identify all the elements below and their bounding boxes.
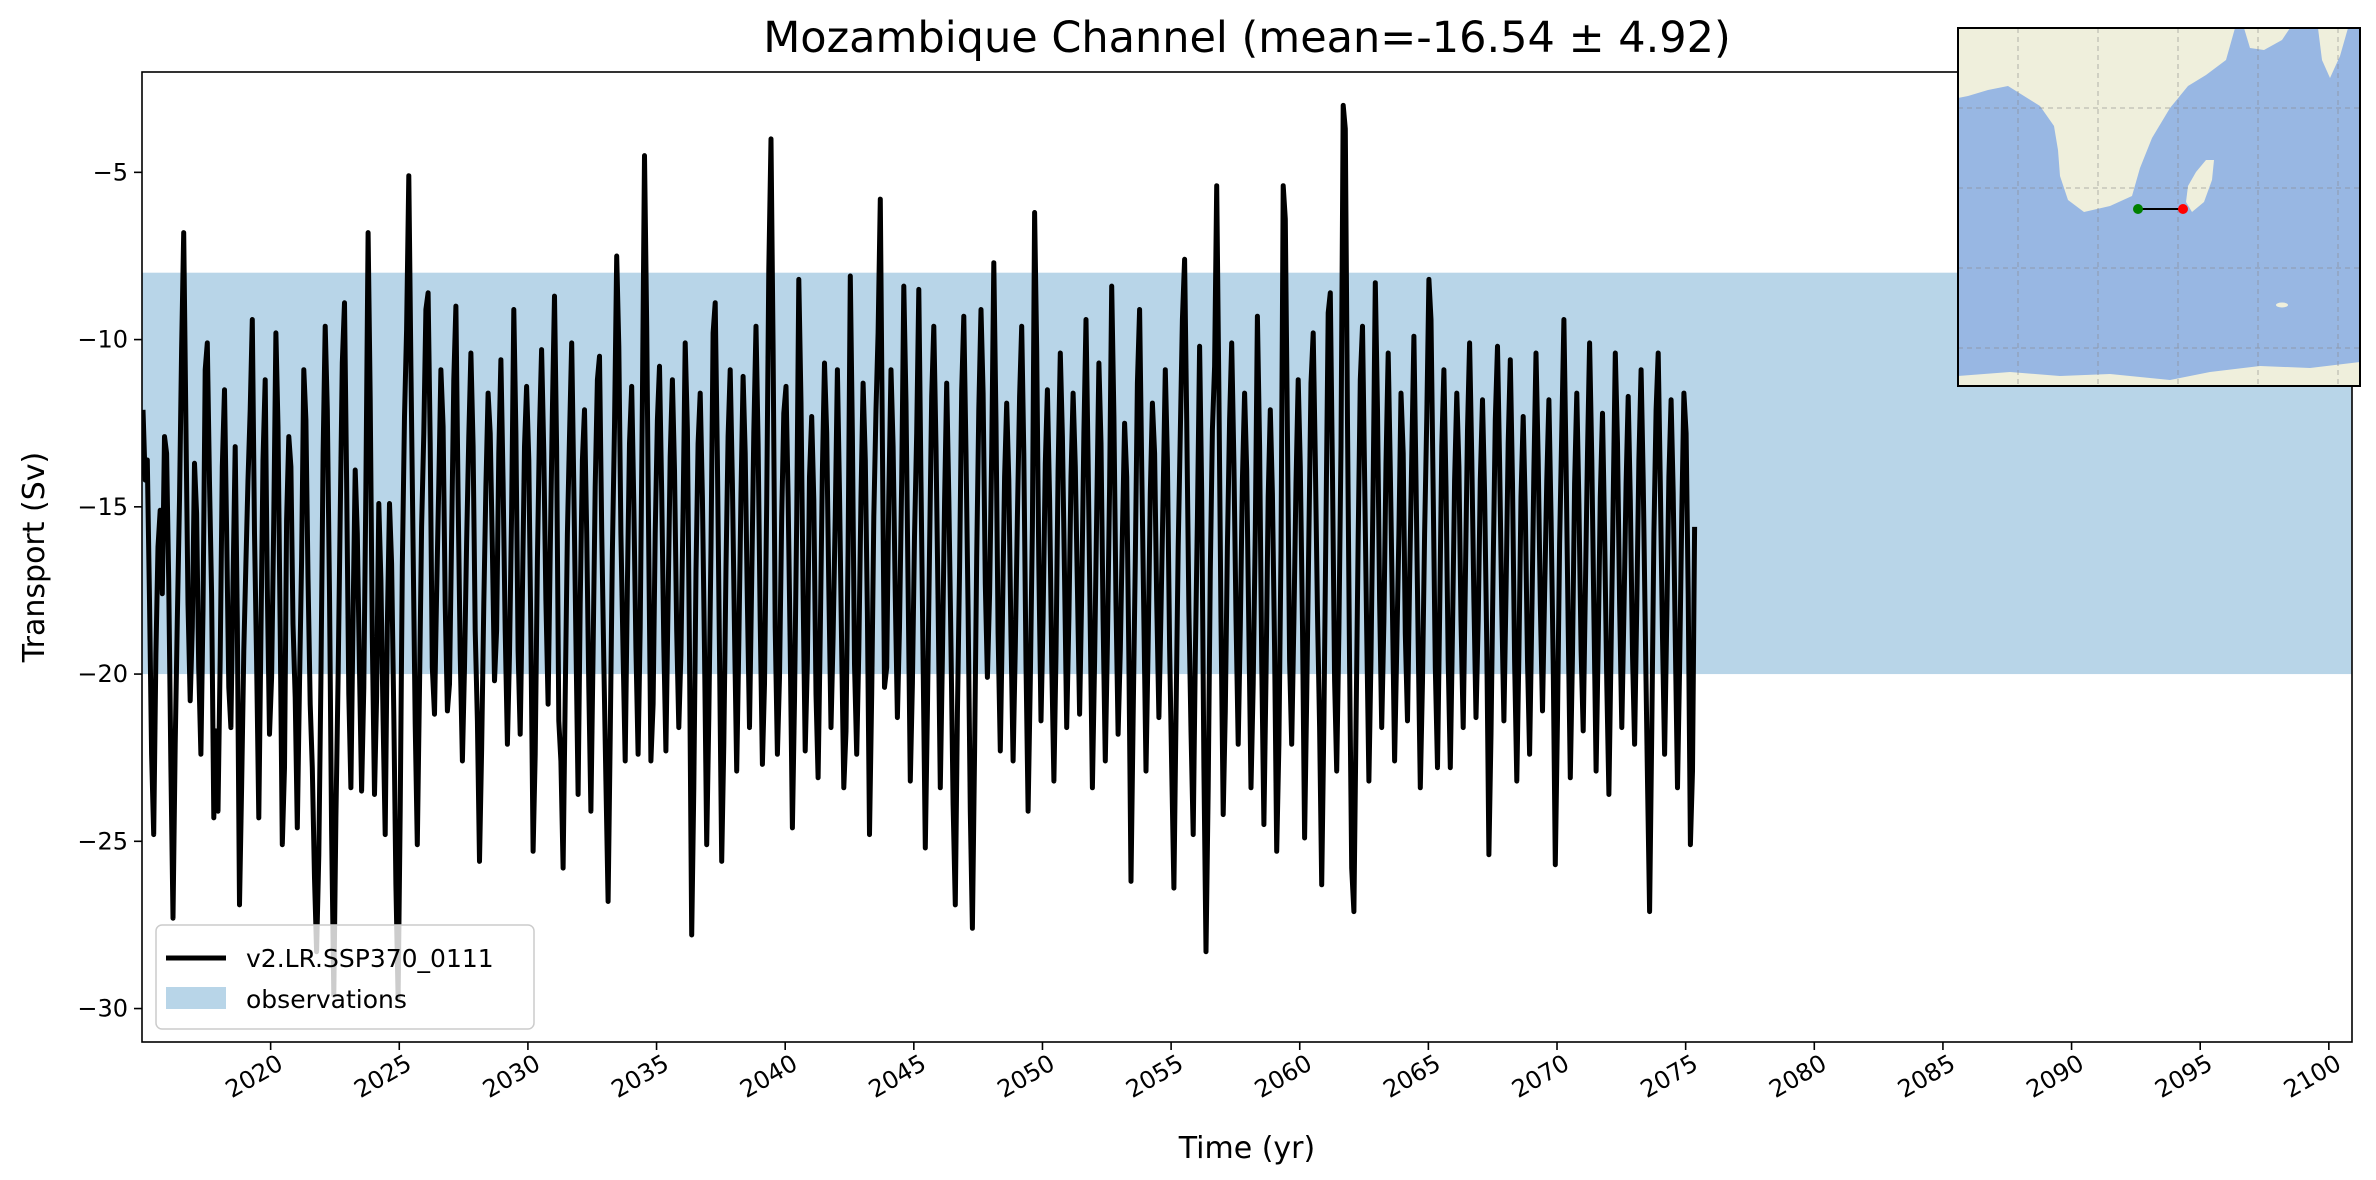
map-land-africa bbox=[1958, 28, 2235, 212]
legend-label-observations: observations bbox=[246, 985, 407, 1014]
legend-box bbox=[155, 924, 535, 1030]
map-land-india bbox=[2318, 28, 2348, 78]
legend: v2.LR.SSP370_0111 observations bbox=[155, 924, 535, 1030]
y-tick-label--5: −5 bbox=[93, 158, 128, 186]
inset-map bbox=[1957, 27, 2361, 387]
series-line-v2-LR-SSP370-0111 bbox=[142, 102, 1698, 1001]
map-land-madagascar bbox=[2186, 160, 2214, 212]
inset-map-frame bbox=[1957, 27, 2361, 387]
plot-frame bbox=[141, 71, 2353, 1043]
map-land-antarctica bbox=[1958, 362, 2360, 386]
legend-band-swatch bbox=[166, 987, 226, 1009]
map-section-start-point bbox=[2133, 204, 2143, 214]
chart-title: Mozambique Channel (mean=-16.54 ± 4.92) bbox=[763, 13, 1731, 63]
y-tick-label--20: −20 bbox=[77, 660, 128, 688]
y-tick-label--15: −15 bbox=[77, 493, 128, 521]
x-axis-label: Time (yr) bbox=[1178, 1131, 1315, 1166]
y-tick-label--25: −25 bbox=[77, 827, 128, 855]
map-land-small-island bbox=[2276, 302, 2288, 308]
map-land-arabia bbox=[2244, 28, 2290, 50]
y-tick-label--30: −30 bbox=[77, 995, 128, 1023]
legend-label-series: v2.LR.SSP370_0111 bbox=[246, 944, 494, 973]
y-tick-label--10: −10 bbox=[77, 326, 128, 354]
map-section-end-point bbox=[2178, 204, 2188, 214]
y-axis-label: Transport (Sv) bbox=[17, 452, 52, 664]
y-axis: −30 −25 −20 −15 −10 −5 bbox=[77, 158, 142, 1023]
